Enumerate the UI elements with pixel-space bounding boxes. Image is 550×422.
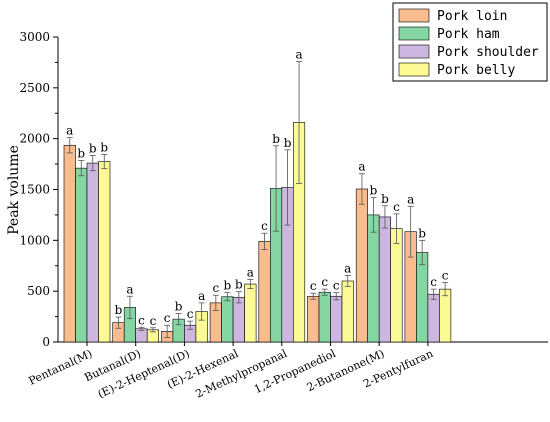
- bar: [258, 241, 271, 343]
- significance-label: b: [418, 226, 426, 240]
- significance-label: c: [393, 200, 400, 214]
- bar: [221, 296, 234, 343]
- bar: [98, 161, 111, 343]
- bar: [378, 216, 392, 343]
- y-tick-label: 1500: [19, 183, 50, 197]
- bar: [355, 188, 369, 343]
- bar: [416, 252, 429, 343]
- significance-label: b: [77, 147, 85, 161]
- significance-label: b: [100, 140, 108, 154]
- legend-entry: Pork loin: [437, 9, 507, 24]
- y-tick-label: 500: [27, 284, 50, 298]
- significance-label: a: [66, 124, 73, 138]
- significance-label: b: [235, 278, 243, 292]
- bar: [318, 291, 331, 343]
- significance-label: a: [295, 47, 302, 61]
- significance-label: a: [198, 289, 205, 303]
- legend-swatch: [398, 62, 430, 77]
- legend: Pork loin Pork ham Pork shoulder Pork belly: [392, 2, 548, 82]
- significance-label: c: [187, 307, 194, 321]
- significance-label: a: [126, 282, 133, 296]
- legend-entry: Pork shoulder: [437, 45, 539, 60]
- significance-label: b: [89, 141, 97, 155]
- legend-entry: Pork ham: [437, 27, 500, 42]
- legend-swatch: [398, 44, 430, 59]
- bar: [341, 280, 354, 343]
- significance-label: c: [310, 279, 317, 293]
- significance-label: c: [430, 275, 437, 289]
- significance-label: c: [442, 269, 449, 283]
- significance-label: c: [321, 275, 328, 289]
- bar: [367, 214, 380, 343]
- significance-label: b: [115, 303, 123, 317]
- legend-swatch: [398, 26, 430, 41]
- bar: [232, 296, 245, 343]
- error-bars: [66, 61, 449, 338]
- significance-label: c: [333, 279, 340, 293]
- significance-label: b: [284, 136, 292, 150]
- significance-label: c: [212, 281, 219, 295]
- bar: [427, 293, 440, 343]
- significance-label: c: [138, 313, 145, 327]
- significance-label: b: [175, 300, 183, 314]
- bar: [330, 295, 343, 343]
- bar: [135, 328, 148, 343]
- significance-label: b: [272, 132, 280, 146]
- bar: [86, 162, 99, 343]
- significance-label: b: [224, 279, 232, 293]
- significance-label: a: [358, 160, 365, 174]
- legend-entry: Pork belly: [437, 63, 515, 78]
- bar: [63, 144, 76, 343]
- y-tick-label: 2000: [19, 132, 50, 146]
- y-tick-label: 0: [42, 335, 50, 349]
- bar: [307, 295, 320, 343]
- bar: [244, 283, 257, 343]
- legend-swatch: [398, 8, 430, 23]
- x-tick-label: Pentanal(M): [27, 347, 95, 388]
- bar: [439, 288, 452, 343]
- significance-label: a: [247, 265, 254, 279]
- significance-label: c: [164, 311, 171, 325]
- bars: [63, 122, 452, 343]
- significance-label: c: [261, 219, 268, 233]
- x-tick-label: 1,2-Propanediol: [252, 347, 338, 396]
- y-tick-label: 3000: [19, 30, 50, 44]
- significance-label: b: [381, 192, 389, 206]
- significance-label: a: [344, 261, 351, 275]
- y-tick-label: 1000: [19, 233, 50, 247]
- bar: [390, 228, 403, 343]
- significance-label: a: [407, 192, 414, 206]
- y-tick-label: 2500: [19, 81, 50, 95]
- significance-label: b: [370, 184, 378, 198]
- bar: [75, 167, 88, 343]
- significance-label: c: [150, 314, 157, 328]
- y-axis-label: Peak volume: [6, 145, 22, 235]
